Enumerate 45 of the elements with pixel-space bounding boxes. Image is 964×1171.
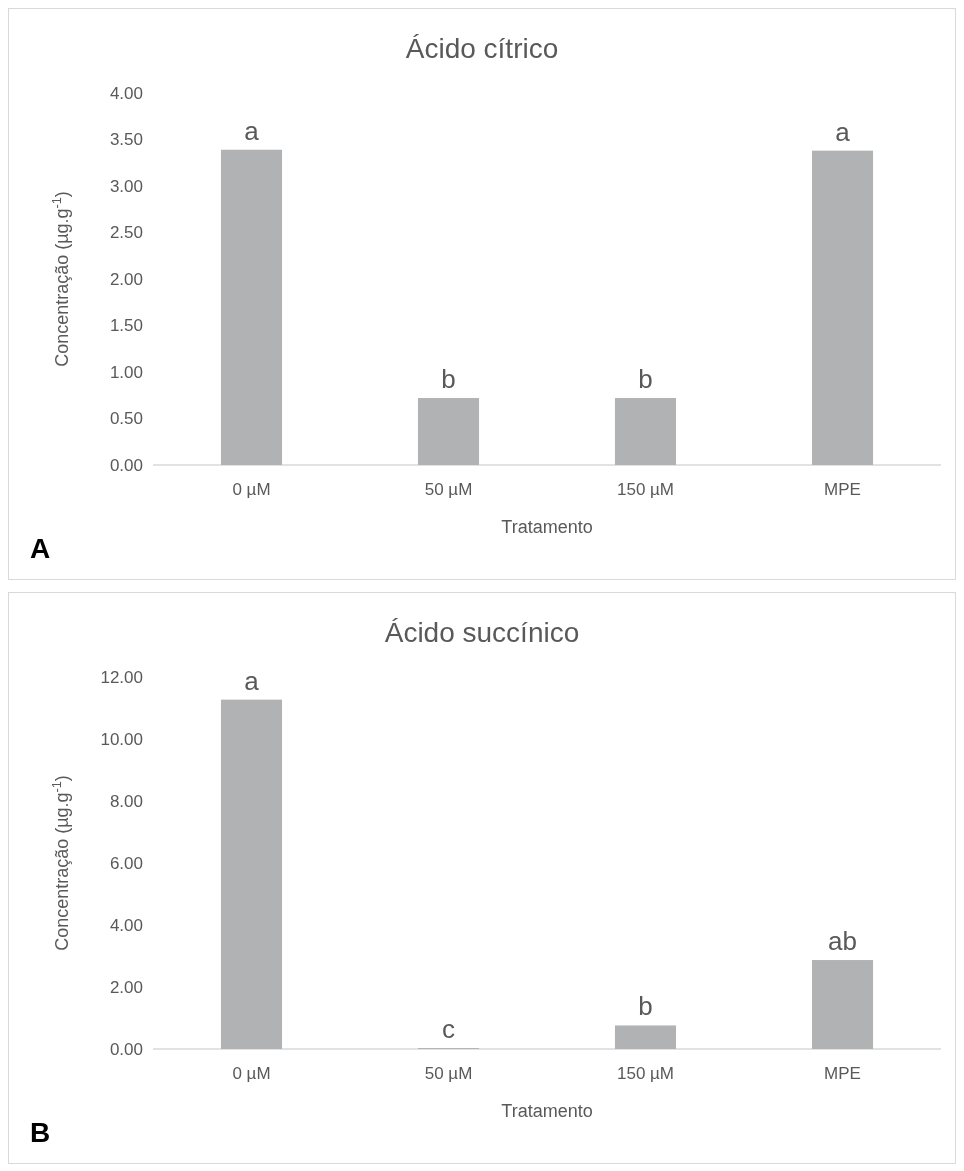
bar bbox=[614, 398, 677, 465]
x-tick-label: MPE bbox=[824, 480, 861, 499]
bar bbox=[614, 1025, 677, 1049]
y-tick-label: 0.00 bbox=[109, 1039, 143, 1059]
annotation: a bbox=[835, 116, 851, 147]
y-tick-label: 12.00 bbox=[100, 667, 143, 687]
annotation: ab bbox=[828, 926, 857, 957]
x-axis-title: Tratamento bbox=[501, 517, 593, 537]
text: B bbox=[30, 1117, 51, 1148]
y-tick-label: 3.00 bbox=[109, 176, 143, 196]
annotation: b bbox=[638, 991, 653, 1022]
x-axis-title: Tratamento bbox=[501, 1101, 593, 1121]
bar bbox=[220, 699, 283, 1049]
y-tick-label: 1.00 bbox=[109, 362, 143, 382]
x-tick-label: 50 µM bbox=[424, 1064, 473, 1083]
y-tick-label: 8.00 bbox=[109, 791, 143, 811]
y-tick-label: 2.50 bbox=[109, 223, 143, 243]
annotation: a bbox=[244, 115, 260, 146]
y-tick-label: 0.50 bbox=[109, 409, 143, 429]
x-tick-label: 0 µM bbox=[232, 480, 271, 499]
bar bbox=[220, 149, 283, 465]
y-tick-label: 4.00 bbox=[109, 83, 143, 103]
x-tick-label: 0 µM bbox=[232, 1064, 271, 1083]
chart-title: Ácido cítrico bbox=[405, 33, 559, 64]
y-tick-label: 1.50 bbox=[109, 316, 143, 336]
y-tick-label: 2.00 bbox=[109, 269, 143, 289]
y-tick-label: 6.00 bbox=[109, 853, 143, 873]
y-tick-label: 2.00 bbox=[109, 977, 143, 997]
annotation: a bbox=[244, 665, 260, 696]
bar bbox=[811, 150, 874, 465]
y-tick-label: 4.00 bbox=[109, 915, 143, 935]
text: A bbox=[30, 533, 51, 564]
chart-title: Ácido succínico bbox=[384, 617, 580, 648]
x-tick-label: 150 µM bbox=[616, 1064, 675, 1083]
annotation: b bbox=[441, 364, 456, 395]
x-tick-label: 150 µM bbox=[616, 480, 675, 499]
bar bbox=[417, 398, 480, 465]
x-tick-label: 50 µM bbox=[424, 480, 473, 499]
y-tick-label: 0.00 bbox=[109, 455, 143, 475]
y-tick-label: 3.50 bbox=[109, 130, 143, 150]
annotation: c bbox=[442, 1014, 455, 1045]
x-tick-label: MPE bbox=[824, 1064, 861, 1083]
y-tick-label: 10.00 bbox=[100, 729, 143, 749]
annotation: b bbox=[638, 364, 653, 395]
bar bbox=[811, 960, 874, 1049]
